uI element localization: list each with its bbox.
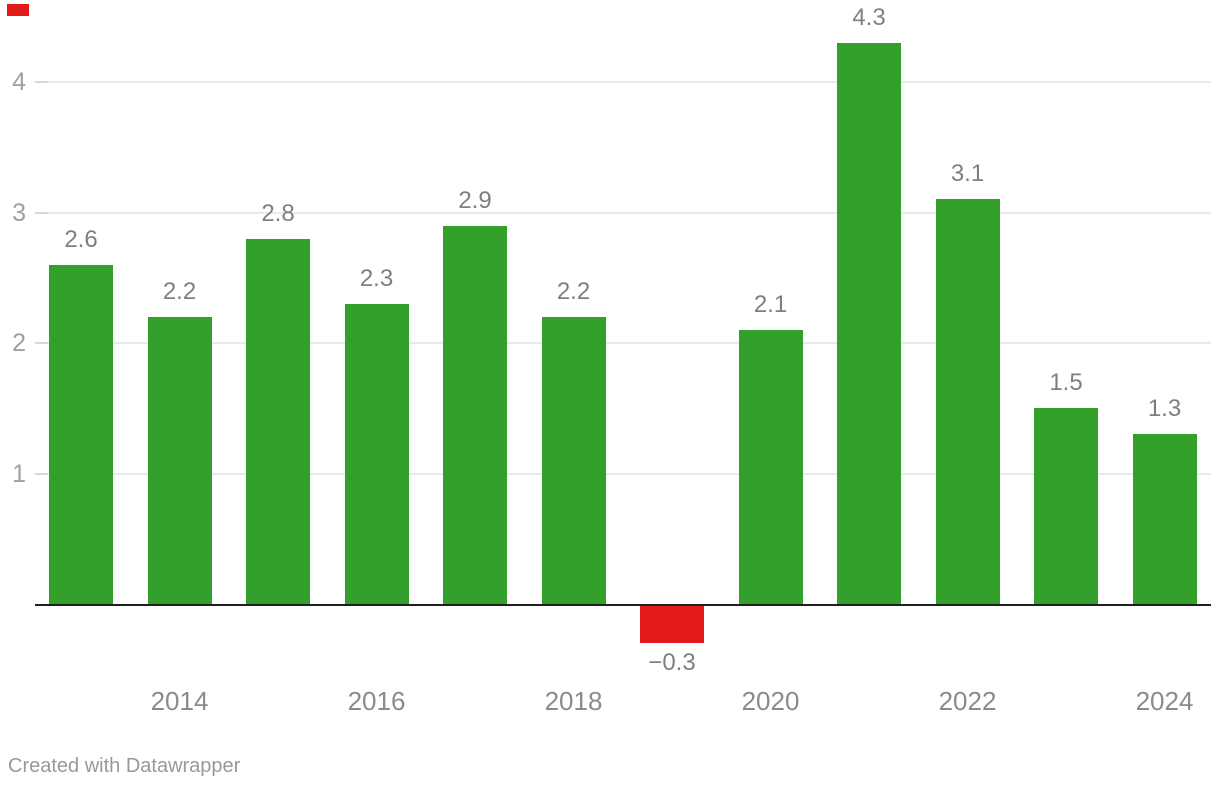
bar-value-label: 2.1: [753, 290, 788, 318]
bar-value-label: 2.2: [556, 277, 591, 305]
x-tick-label: 2020: [741, 686, 800, 716]
bar-value-label: 1.3: [1147, 395, 1182, 423]
zero-baseline: [35, 604, 1211, 606]
gridline: [35, 81, 1211, 83]
red-marker: [7, 4, 29, 16]
bar: [640, 606, 704, 644]
bar: [443, 225, 507, 604]
y-tick-mark: [35, 81, 48, 83]
bar: [935, 199, 1000, 604]
y-tick-label: 1: [12, 459, 26, 488]
bar-value-label: 2.2: [162, 277, 197, 305]
bar-value-label: 1.5: [1049, 369, 1083, 397]
bar: [49, 264, 113, 604]
bar-value-label: 2.8: [261, 199, 295, 227]
y-tick-mark: [35, 211, 48, 214]
gridline: [35, 472, 1211, 475]
bar: [1034, 408, 1098, 604]
bar: [246, 238, 310, 604]
bar: [541, 316, 606, 604]
y-tick-label: 2: [12, 329, 26, 357]
x-tick-label: 2014: [150, 686, 209, 716]
x-tick-label: 2024: [1135, 686, 1194, 716]
bar: [147, 316, 212, 604]
attribution-text: Created with Datawrapper: [8, 755, 241, 777]
y-tick-label: 3: [12, 198, 26, 227]
bar-value-label: 4.3: [852, 3, 886, 31]
bar: [738, 329, 803, 604]
bar-value-label: −0.3: [648, 649, 696, 677]
x-tick-label: 2022: [938, 686, 997, 716]
bar: [1132, 434, 1197, 604]
bar: [344, 303, 409, 604]
bar: [837, 42, 901, 604]
y-tick-mark: [35, 342, 48, 344]
gridline: [35, 342, 1211, 344]
bar-value-label: 3.1: [950, 160, 985, 188]
x-tick-label: 2018: [544, 686, 603, 716]
x-tick-label: 2016: [347, 686, 406, 716]
bar-value-label: 2.6: [64, 225, 98, 253]
y-tick-mark: [35, 472, 48, 475]
y-tick-label: 4: [12, 68, 26, 96]
gridline: [35, 211, 1211, 214]
bar-value-label: 2.9: [458, 186, 492, 214]
bar-value-label: 2.3: [359, 264, 394, 292]
